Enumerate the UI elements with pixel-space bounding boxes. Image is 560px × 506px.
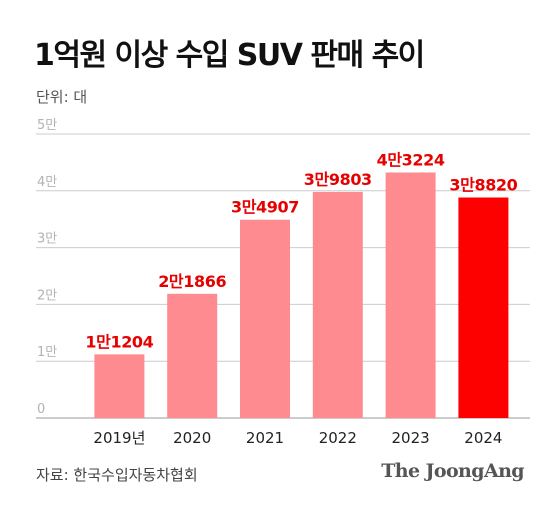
unit-label: 단위: 대 (36, 88, 88, 106)
labels: 0 1만 2만 3만 4만 5만 1만1204 2019년 2만1866 2020 3만4907 20… (37, 118, 518, 447)
y-tick-label: 5만 (37, 118, 57, 133)
chart-title: 1억원 이상 수입 SUV 판매 추이 (34, 38, 425, 73)
data-label: 4만3224 (377, 150, 445, 169)
y-tick-label: 2만 (37, 288, 57, 303)
x-tick-label: 2020 (173, 429, 211, 447)
bars (94, 172, 509, 418)
source-note: 자료: 한국수입자동차협회 (36, 466, 198, 484)
x-tick-label: 2019년 (93, 429, 145, 447)
bar (167, 293, 218, 418)
x-tick-label: 2021 (246, 429, 284, 447)
data-label: 3만4907 (231, 198, 299, 217)
data-label: 2만1866 (158, 272, 226, 291)
bar (458, 197, 509, 418)
x-tick-label: 2022 (319, 429, 357, 447)
bar (94, 354, 145, 418)
x-tick-label: 2023 (392, 429, 430, 447)
y-tick-label: 3만 (37, 232, 57, 247)
bar (240, 219, 290, 418)
brand-logo: The JoongAng (381, 460, 524, 482)
x-tick-label: 2024 (464, 429, 502, 447)
bar (312, 191, 363, 418)
y-tick-label: 0 (37, 402, 45, 417)
data-label: 1만1204 (85, 332, 153, 351)
y-tick-label: 1만 (37, 345, 57, 360)
y-tick-label: 4만 (37, 175, 57, 190)
data-label: 3만8820 (449, 176, 517, 195)
bar (385, 172, 436, 418)
data-label: 3만9803 (304, 170, 372, 189)
